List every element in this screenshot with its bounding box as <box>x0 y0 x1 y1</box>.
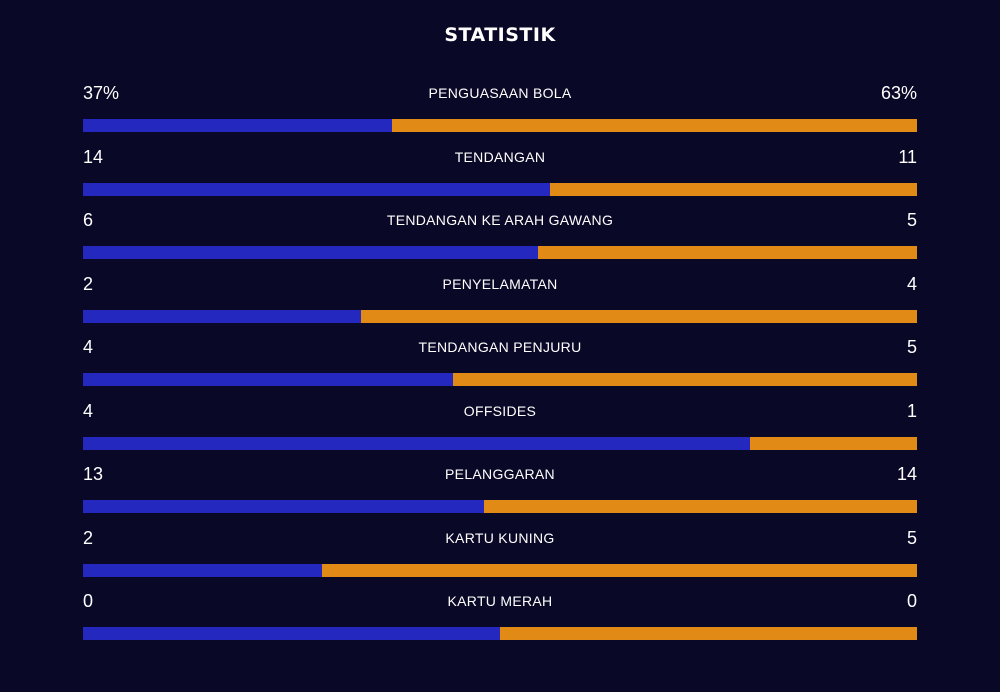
away-value: 5 <box>906 210 917 230</box>
away-value: 5 <box>906 337 917 357</box>
home-bar-segment <box>83 373 454 386</box>
comparison-bar <box>83 500 917 513</box>
away-value: 5 <box>906 527 917 548</box>
stats-title: STATISTIK <box>444 24 556 46</box>
stat-row-shots-on-target: 6 TENDANGAN KE ARAH GAWANG 5 <box>83 208 917 272</box>
stat-row-offsides: 4 OFFSIDES 1 <box>83 399 917 463</box>
away-value: 4 <box>906 273 917 294</box>
home-bar-segment <box>83 182 551 196</box>
stat-label: PENGUASAAN BOLA <box>428 85 572 101</box>
home-value: 13 <box>83 464 104 484</box>
away-value: 11 <box>898 146 917 167</box>
stat-row-fouls: 13 PELANGGARAN 14 <box>83 462 917 526</box>
away-value: 0 <box>906 591 917 611</box>
away-bar-segment <box>500 627 917 640</box>
comparison-bar <box>83 373 917 386</box>
stat-row-yellow-cards: 2 KARTU KUNING 5 <box>83 526 917 590</box>
home-value: 37% <box>83 83 120 103</box>
away-bar-segment <box>484 500 917 513</box>
away-bar-segment <box>360 309 917 323</box>
stat-label: TENDANGAN KE ARAH GAWANG <box>386 212 614 228</box>
comparison-bar <box>83 627 917 640</box>
stat-row-corners: 4 TENDANGAN PENJURU 5 <box>83 335 917 399</box>
stat-label: TENDANGAN <box>454 148 546 165</box>
stat-label: PENYELAMATAN <box>442 275 558 292</box>
home-value: 0 <box>83 591 94 611</box>
away-value: 63% <box>880 83 917 103</box>
stat-label: OFFSIDES <box>463 402 537 419</box>
home-value: 4 <box>83 337 94 357</box>
home-bar-segment <box>83 563 322 577</box>
home-bar-segment <box>83 627 500 640</box>
home-bar-segment <box>83 119 392 132</box>
comparison-bar <box>83 246 917 259</box>
home-value: 2 <box>83 273 94 294</box>
home-value: 14 <box>83 146 104 167</box>
stat-label: KARTU KUNING <box>445 529 555 546</box>
home-bar-segment <box>83 436 751 450</box>
stat-row-saves: 2 PENYELAMATAN 4 <box>83 272 917 336</box>
away-bar-segment <box>391 119 917 132</box>
away-bar-segment <box>537 246 917 259</box>
stat-label: PELANGGARAN <box>445 466 555 482</box>
comparison-bar <box>83 309 917 323</box>
away-bar-segment <box>550 182 917 196</box>
away-bar-segment <box>321 563 917 577</box>
away-bar-segment <box>750 436 917 450</box>
home-bar-segment <box>83 246 538 259</box>
away-value: 1 <box>906 400 917 421</box>
stats-list: 37% PENGUASAAN BOLA 63% 14 TENDANGAN 11 … <box>83 81 917 653</box>
comparison-bar <box>83 119 917 132</box>
home-value: 2 <box>83 527 94 548</box>
home-value: 6 <box>83 210 94 230</box>
comparison-bar <box>83 182 917 196</box>
stat-label: KARTU MERAH <box>447 593 553 609</box>
home-bar-segment <box>83 309 361 323</box>
stat-row-shots: 14 TENDANGAN 11 <box>83 145 917 209</box>
home-bar-segment <box>83 500 485 513</box>
stat-row-red-cards: 0 KARTU MERAH 0 <box>83 589 917 653</box>
comparison-bar <box>83 436 917 450</box>
comparison-bar <box>83 563 917 577</box>
stat-row-possession: 37% PENGUASAAN BOLA 63% <box>83 81 917 145</box>
home-value: 4 <box>83 400 94 421</box>
away-value: 14 <box>896 464 917 484</box>
away-bar-segment <box>453 373 917 386</box>
stat-label: TENDANGAN PENJURU <box>418 339 582 355</box>
